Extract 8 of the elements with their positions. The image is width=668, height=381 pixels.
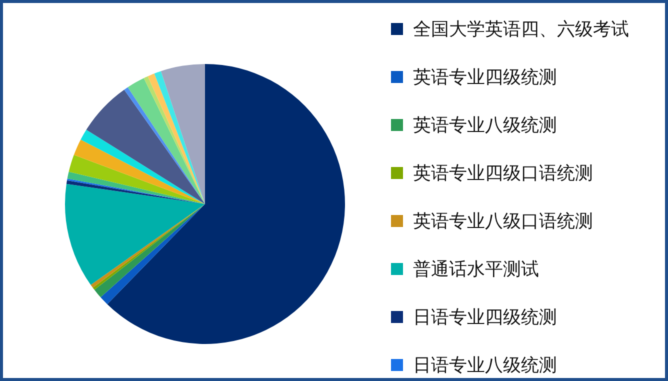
- legend-label: 日语专业八级统测: [413, 354, 557, 377]
- legend-label: 英语专业八级口语统测: [413, 210, 593, 233]
- legend-label: 英语专业四级口语统测: [413, 162, 593, 185]
- legend-label: 英语专业四级统测: [413, 66, 557, 89]
- legend-label: 英语专业八级统测: [413, 114, 557, 137]
- legend-label: 全国大学英语四、六级考试: [413, 18, 629, 41]
- legend-label: 普通话水平测试: [413, 258, 539, 281]
- legend-label: 日语专业四级统测: [413, 306, 557, 329]
